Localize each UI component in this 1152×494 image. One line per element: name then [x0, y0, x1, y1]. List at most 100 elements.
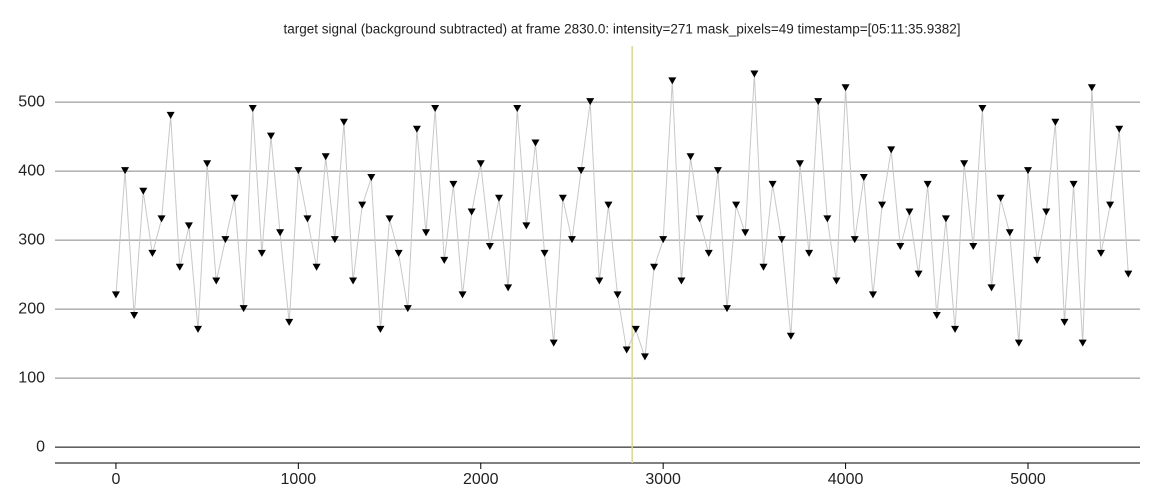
y-tick-label: 300: [18, 231, 45, 248]
marker: [239, 305, 248, 313]
marker: [221, 236, 230, 244]
marker: [1014, 339, 1023, 347]
y-tick-label: 500: [18, 93, 45, 110]
marker: [631, 325, 640, 333]
marker: [230, 194, 239, 202]
marker: [166, 111, 175, 119]
x-tick-label: 5000: [1010, 471, 1046, 488]
marker: [1033, 256, 1042, 264]
marker: [139, 187, 148, 195]
marker: [440, 256, 449, 264]
marker: [695, 215, 704, 223]
marker: [1096, 249, 1105, 257]
marker: [841, 84, 850, 92]
marker: [914, 270, 923, 278]
marker: [194, 325, 203, 333]
marker: [896, 243, 905, 251]
marker: [1078, 339, 1087, 347]
marker: [157, 215, 166, 223]
marker: [668, 77, 677, 85]
y-tick-label: 400: [18, 162, 45, 179]
marker: [768, 180, 777, 188]
x-tick-label: 4000: [828, 471, 864, 488]
marker: [349, 277, 358, 285]
marker: [403, 305, 412, 313]
marker: [595, 277, 604, 285]
marker: [567, 236, 576, 244]
marker: [285, 318, 294, 326]
marker: [941, 215, 950, 223]
marker: [175, 263, 184, 271]
x-tick-label: 1000: [281, 471, 317, 488]
marker: [1005, 229, 1014, 237]
marker: [485, 243, 494, 251]
marker: [960, 160, 969, 168]
marker: [111, 291, 120, 299]
marker: [257, 249, 266, 257]
marker: [358, 201, 367, 209]
marker: [540, 249, 549, 257]
marker: [613, 291, 622, 299]
marker: [558, 194, 567, 202]
marker: [385, 215, 394, 223]
marker: [422, 229, 431, 237]
marker: [513, 105, 522, 113]
marker: [1060, 318, 1069, 326]
marker: [713, 167, 722, 175]
marker: [805, 249, 814, 257]
marker: [148, 249, 157, 257]
marker: [932, 312, 941, 320]
marker: [1106, 201, 1115, 209]
marker: [978, 105, 987, 113]
marker: [878, 201, 887, 209]
marker: [887, 146, 896, 154]
marker: [266, 132, 275, 140]
marker: [431, 105, 440, 113]
marker: [494, 194, 503, 202]
marker: [677, 277, 686, 285]
marker: [1087, 84, 1096, 92]
marker: [795, 160, 804, 168]
marker: [577, 167, 586, 175]
marker: [686, 153, 695, 161]
marker: [622, 346, 631, 354]
marker: [504, 284, 513, 292]
marker: [412, 125, 421, 133]
marker: [549, 339, 558, 347]
marker: [732, 201, 741, 209]
marker: [786, 332, 795, 340]
marker: [905, 208, 914, 216]
marker: [996, 194, 1005, 202]
marker: [248, 105, 257, 113]
y-tick-label: 100: [18, 369, 45, 386]
marker: [321, 153, 330, 161]
marker: [184, 222, 193, 230]
marker: [276, 229, 285, 237]
marker: [741, 229, 750, 237]
marker: [458, 291, 467, 299]
marker: [604, 201, 613, 209]
marker: [203, 160, 212, 168]
x-tick-label: 0: [111, 471, 120, 488]
marker: [1069, 180, 1078, 188]
marker: [303, 215, 312, 223]
marker: [777, 236, 786, 244]
marker: [859, 174, 868, 182]
marker: [1023, 167, 1032, 175]
marker: [823, 215, 832, 223]
y-tick-label: 0: [36, 438, 45, 455]
marker: [850, 236, 859, 244]
marker: [367, 174, 376, 182]
marker: [640, 353, 649, 361]
marker: [394, 249, 403, 257]
marker: [923, 180, 932, 188]
marker: [376, 325, 385, 333]
marker: [1051, 118, 1060, 126]
marker: [1115, 125, 1124, 133]
marker: [969, 243, 978, 251]
marker: [759, 263, 768, 271]
marker: [212, 277, 221, 285]
marker: [832, 277, 841, 285]
marker: [650, 263, 659, 271]
marker: [449, 180, 458, 188]
